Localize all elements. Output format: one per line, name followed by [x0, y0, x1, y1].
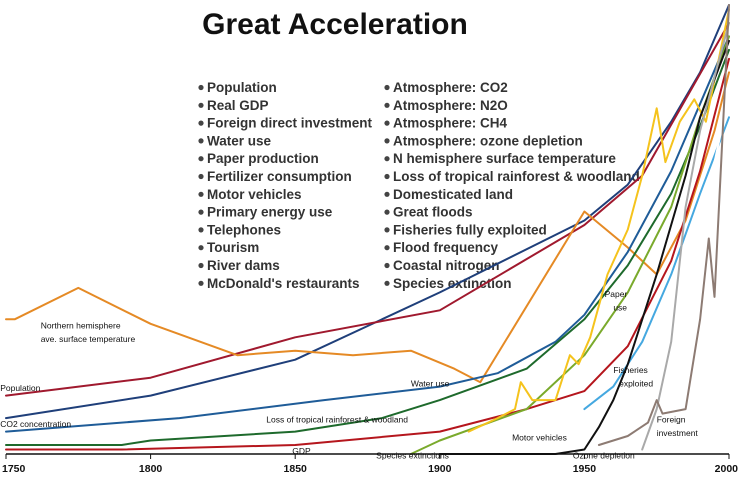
legend-bullet [384, 262, 390, 269]
legend-item: River dams [207, 258, 280, 273]
series-line [467, 8, 730, 433]
legend-bullet [198, 156, 204, 162]
legend-bullet [198, 84, 204, 91]
legend-bullet [198, 262, 204, 269]
x-axis-ticks: 1750 1800 1850 1900 1950 2000 [2, 454, 738, 475]
series-annotation: Water use [411, 379, 450, 389]
legend-item: Species extinction [393, 276, 512, 291]
legend-item: Great floods [393, 205, 473, 220]
legend-item: N hemisphere surface temperature [393, 151, 616, 166]
legend-bullet [198, 280, 204, 286]
series-line [409, 35, 730, 455]
legend-item: Motor vehicles [207, 187, 302, 202]
series-line [597, 4, 730, 446]
series-annotation: Loss of tropical rainforest & woodland [266, 415, 408, 425]
legend-item: Atmosphere: ozone depletion [393, 133, 583, 148]
legend-bullet [384, 227, 390, 233]
legend-item: Primary energy use [207, 205, 333, 220]
legend-bullet [198, 191, 204, 197]
series-annotations: Northern hemisphere ave. surface temperat… [0, 289, 698, 461]
series-annotation: investment [657, 428, 699, 438]
series-line [5, 4, 730, 420]
series-annotation: Paper [605, 289, 628, 299]
legend-item: Atmosphere: N2O [393, 98, 508, 113]
series-annotation: exploited [619, 379, 653, 389]
legend-bullet [384, 191, 390, 197]
legend-item: Domesticated land [393, 187, 513, 202]
legend-bullet [198, 173, 204, 180]
legend-right: Atmosphere: CO2 Atmosphere: N2O Atmosphere… [384, 80, 640, 291]
legend-item: Foreign direct investment [207, 116, 373, 131]
legend-item: Fertilizer consumption [207, 169, 352, 184]
legend-item: Atmosphere: CH4 [393, 116, 508, 131]
legend-left: Population Real GDP Foreign direct investm… [198, 80, 373, 291]
series-line [5, 35, 730, 433]
series-annotation: ave. surface temperature [41, 334, 136, 344]
series-line [583, 116, 730, 411]
legend-bullet [384, 84, 390, 91]
legend-item: Population [207, 80, 277, 95]
x-tick-label: 1850 [284, 463, 308, 475]
legend-bullet [384, 209, 390, 215]
series-annotation: Foreign [657, 415, 686, 425]
legend-item: Tourism [207, 240, 259, 255]
legend-item: Telephones [207, 222, 281, 237]
legend-bullet [198, 138, 204, 144]
x-tick-label: 1750 [2, 463, 26, 475]
legend-bullet [384, 245, 390, 251]
series-lines [5, 4, 730, 455]
legend-bullet [384, 156, 390, 162]
legend-item: Coastal nitrogen [393, 258, 500, 273]
legend-item: Flood frequency [393, 240, 498, 255]
legend-bullet [384, 138, 390, 144]
series-annotation: GDP [292, 446, 311, 456]
legend-bullet [384, 102, 390, 108]
legend-item: Loss of tropical rainforest & woodland [393, 169, 640, 184]
legend-item: Fisheries fully exploited [393, 222, 547, 237]
series-annotation: CO2 concentration [0, 419, 71, 429]
series-annotation: Motor vehicles [512, 433, 567, 443]
chart-title: Great Acceleration [202, 8, 468, 41]
x-tick-label: 2000 [715, 463, 739, 475]
legend-item: Atmosphere: CO2 [393, 80, 508, 95]
legend-bullet [198, 245, 204, 251]
legend-bullet [198, 227, 204, 233]
legend-item: Real GDP [207, 98, 269, 113]
legend-item: McDonald's restaurants [207, 276, 360, 291]
legend-bullet [198, 120, 204, 126]
legend-bullet [384, 120, 390, 126]
x-tick-label: 1900 [428, 463, 452, 475]
series-annotation: Northern hemisphere [41, 320, 121, 330]
legend-bullet [384, 173, 390, 180]
series-line [641, 22, 730, 451]
series-annotation: Species extinctions [376, 450, 449, 460]
x-tick-label: 1950 [573, 463, 597, 475]
x-tick-label: 1800 [139, 463, 163, 475]
series-line [5, 48, 730, 446]
series-line [438, 39, 730, 455]
legend-bullet [198, 209, 204, 215]
legend-bullet [198, 102, 204, 108]
series-annotation: Ozone depletion [573, 450, 635, 460]
legend-item: Water use [207, 133, 272, 148]
legend-bullet [384, 280, 390, 286]
series-annotation: Population [0, 383, 40, 393]
series-line [5, 22, 730, 397]
series-line [5, 71, 730, 384]
series-annotation: use [613, 302, 627, 312]
series-annotation: Fisheries [613, 365, 647, 375]
legend-item: Paper production [207, 151, 319, 166]
